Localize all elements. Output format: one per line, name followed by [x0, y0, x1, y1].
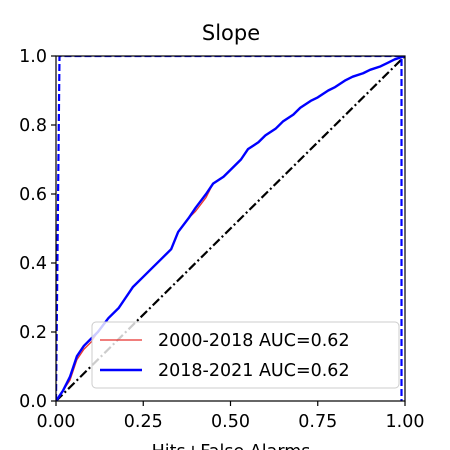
perfect-classifier-line — [56, 56, 403, 401]
legend-label-1: 2000-2018 AUC=0.62 — [158, 331, 350, 351]
x-axis-label: Hits+False Alarms — [152, 442, 311, 450]
y-tick-label: 0.2 — [19, 323, 47, 343]
y-tick-label: 0.4 — [19, 254, 47, 274]
y-tick-label: 0.8 — [19, 116, 47, 136]
y-tick-label: 0.6 — [19, 185, 47, 205]
x-tick-label: 0.75 — [298, 412, 337, 432]
x-tick-label: 0.50 — [211, 412, 250, 432]
x-tick-label: 1.00 — [386, 412, 425, 432]
series-line-2 — [56, 56, 405, 401]
x-tick-label: 0.25 — [124, 412, 163, 432]
y-tick-label: 1.0 — [19, 47, 47, 67]
axes: 0.00 0.25 0.50 0.75 1.00 0.0 0.2 0.4 0.6 0.8 1.0 — [19, 47, 424, 432]
chart-title: Slope — [202, 21, 260, 45]
y-tick-label: 0.0 — [19, 392, 47, 412]
legend-box — [91, 321, 400, 389]
legend: 2000-2018 AUC=0.62 2018-2021 AUC=0.62 — [91, 321, 400, 389]
legend-label-2: 2018-2021 AUC=0.62 — [158, 361, 350, 381]
x-tick-label: 0.00 — [37, 412, 76, 432]
